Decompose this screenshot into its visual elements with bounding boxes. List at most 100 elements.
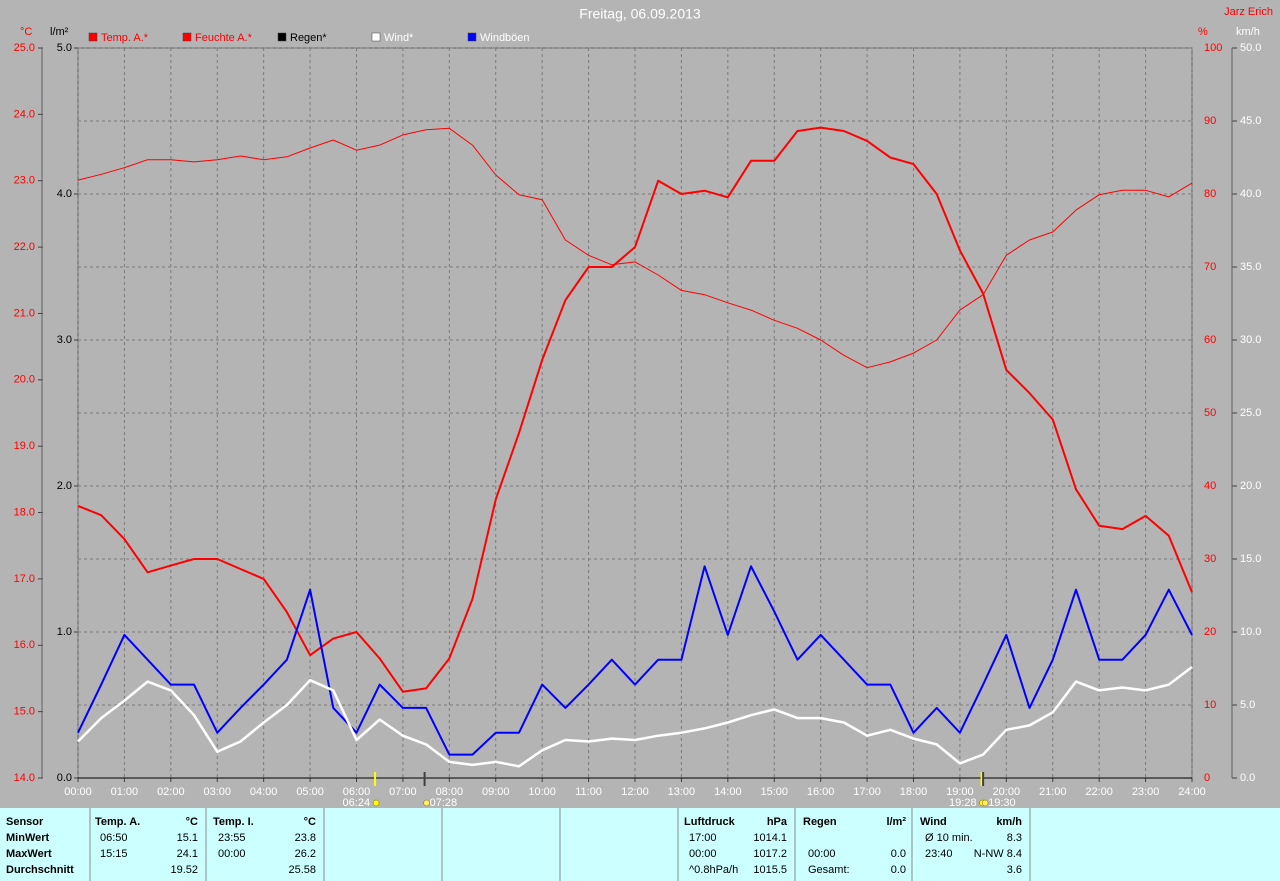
cell-time: ^0.8hPa/h bbox=[689, 864, 738, 876]
y-tick-label: 24.0 bbox=[14, 108, 35, 120]
x-tick-label: 04:00 bbox=[250, 786, 278, 798]
y3-tick-label: 60 bbox=[1204, 334, 1216, 346]
series-line bbox=[77, 666, 1193, 768]
col-header: Temp. A. bbox=[95, 816, 140, 828]
cell-value: 8.3 bbox=[1007, 832, 1022, 844]
x-tick-label: 24:00 bbox=[1178, 786, 1206, 798]
cell-time: 15:15 bbox=[100, 848, 128, 860]
x-tick-label: 07:00 bbox=[389, 786, 417, 798]
row-label: MinWert bbox=[6, 832, 50, 844]
x-tick-label: 00:00 bbox=[64, 786, 92, 798]
x-tick-label: 13:00 bbox=[668, 786, 696, 798]
y3-tick-label: 100 bbox=[1204, 42, 1222, 54]
x-tick-label: 08:00 bbox=[436, 786, 464, 798]
legend-label: Wind* bbox=[384, 32, 414, 44]
y-tick-label: 21.0 bbox=[14, 307, 35, 319]
col-unit: °C bbox=[186, 816, 198, 828]
event-label: 19:28 bbox=[949, 797, 977, 809]
col-unit: km/h bbox=[996, 816, 1022, 828]
cell-time: 23:40 bbox=[925, 848, 953, 860]
x-tick-label: 02:00 bbox=[157, 786, 185, 798]
cell-value: 25.58 bbox=[288, 864, 316, 876]
y3-tick-label: 40 bbox=[1204, 480, 1216, 492]
series-line bbox=[77, 126, 1193, 693]
col-unit: hPa bbox=[767, 816, 788, 828]
y-tick-label: 20.0 bbox=[14, 374, 35, 386]
row-label: Sensor bbox=[6, 816, 44, 828]
y-tick-label: 16.0 bbox=[14, 639, 35, 651]
y3-tick-label: 10 bbox=[1204, 699, 1216, 711]
y3-tick-label: 80 bbox=[1204, 188, 1216, 200]
legend-swatch bbox=[277, 32, 287, 42]
x-tick-label: 09:00 bbox=[482, 786, 510, 798]
axis-label: km/h bbox=[1236, 26, 1260, 38]
cell-time: Gesamt: bbox=[808, 864, 850, 876]
legend-swatch bbox=[182, 32, 192, 42]
axis-label: l/m² bbox=[50, 26, 69, 38]
x-tick-label: 01:00 bbox=[111, 786, 139, 798]
legend-swatch bbox=[467, 32, 477, 42]
legend-label: Windböen bbox=[480, 32, 530, 44]
y3-tick-label: 90 bbox=[1204, 115, 1216, 127]
y-tick-label: 25.0 bbox=[14, 42, 35, 54]
y3-tick-label: 30 bbox=[1204, 553, 1216, 565]
cell-value: 1014.1 bbox=[753, 832, 787, 844]
y4-tick-label: 15.0 bbox=[1240, 553, 1261, 565]
y4-tick-label: 10.0 bbox=[1240, 626, 1261, 638]
y2-tick-label: 1.0 bbox=[57, 626, 72, 638]
cell-time: 00:00 bbox=[218, 848, 246, 860]
y4-tick-label: 20.0 bbox=[1240, 480, 1261, 492]
author: Jarz Erich bbox=[1224, 6, 1273, 18]
cell-value: 3.6 bbox=[1007, 864, 1022, 876]
y2-tick-label: 0.0 bbox=[57, 772, 72, 784]
x-tick-label: 10:00 bbox=[528, 786, 556, 798]
y2-tick-label: 2.0 bbox=[57, 480, 72, 492]
col-header: Wind bbox=[920, 816, 947, 828]
x-tick-label: 15:00 bbox=[760, 786, 788, 798]
cell-time: 17:00 bbox=[689, 832, 717, 844]
y2-tick-label: 4.0 bbox=[57, 188, 72, 200]
legend-label: Regen* bbox=[290, 32, 327, 44]
cell-time: 00:00 bbox=[808, 848, 836, 860]
y-tick-label: 18.0 bbox=[14, 506, 35, 518]
y-tick-label: 17.0 bbox=[14, 573, 35, 585]
y4-tick-label: 40.0 bbox=[1240, 188, 1261, 200]
y3-tick-label: 0 bbox=[1204, 772, 1210, 784]
legend-swatch bbox=[371, 32, 381, 42]
legend-label: Feuchte A.* bbox=[195, 32, 253, 44]
x-tick-label: 03:00 bbox=[203, 786, 231, 798]
y3-tick-label: 50 bbox=[1204, 407, 1216, 419]
cell-value: 15.1 bbox=[177, 832, 198, 844]
chart-title: Freitag, 06.09.2013 bbox=[579, 6, 701, 22]
event-icon bbox=[423, 799, 430, 807]
y4-tick-label: 35.0 bbox=[1240, 261, 1261, 273]
cell-value: 26.2 bbox=[295, 848, 316, 860]
x-tick-label: 16:00 bbox=[807, 786, 835, 798]
x-tick-label: 05:00 bbox=[296, 786, 324, 798]
x-tick-label: 12:00 bbox=[621, 786, 649, 798]
col-header: Temp. I. bbox=[213, 816, 254, 828]
cell-value: 23.8 bbox=[295, 832, 316, 844]
x-tick-label: 21:00 bbox=[1039, 786, 1067, 798]
y-tick-label: 19.0 bbox=[14, 440, 35, 452]
y4-tick-label: 45.0 bbox=[1240, 115, 1261, 127]
y3-tick-label: 70 bbox=[1204, 261, 1216, 273]
y-tick-label: 22.0 bbox=[14, 241, 35, 253]
row-label: Durchschnitt bbox=[6, 864, 74, 876]
x-tick-label: 19:00 bbox=[946, 786, 974, 798]
y4-tick-label: 50.0 bbox=[1240, 42, 1261, 54]
stats-panel bbox=[0, 808, 1280, 881]
y3-tick-label: 20 bbox=[1204, 626, 1216, 638]
legend-swatch bbox=[88, 32, 98, 42]
x-tick-label: 18:00 bbox=[900, 786, 928, 798]
y-tick-label: 23.0 bbox=[14, 175, 35, 187]
y2-tick-label: 5.0 bbox=[57, 42, 72, 54]
cell-value: 1017.2 bbox=[753, 848, 787, 860]
axis-label: °C bbox=[20, 26, 32, 38]
event-label: 07:28 bbox=[430, 797, 458, 809]
cell-time: 06:50 bbox=[100, 832, 128, 844]
cell-value: 0.0 bbox=[891, 864, 906, 876]
col-header: Luftdruck bbox=[684, 816, 736, 828]
event-label: 19:30 bbox=[988, 797, 1016, 809]
